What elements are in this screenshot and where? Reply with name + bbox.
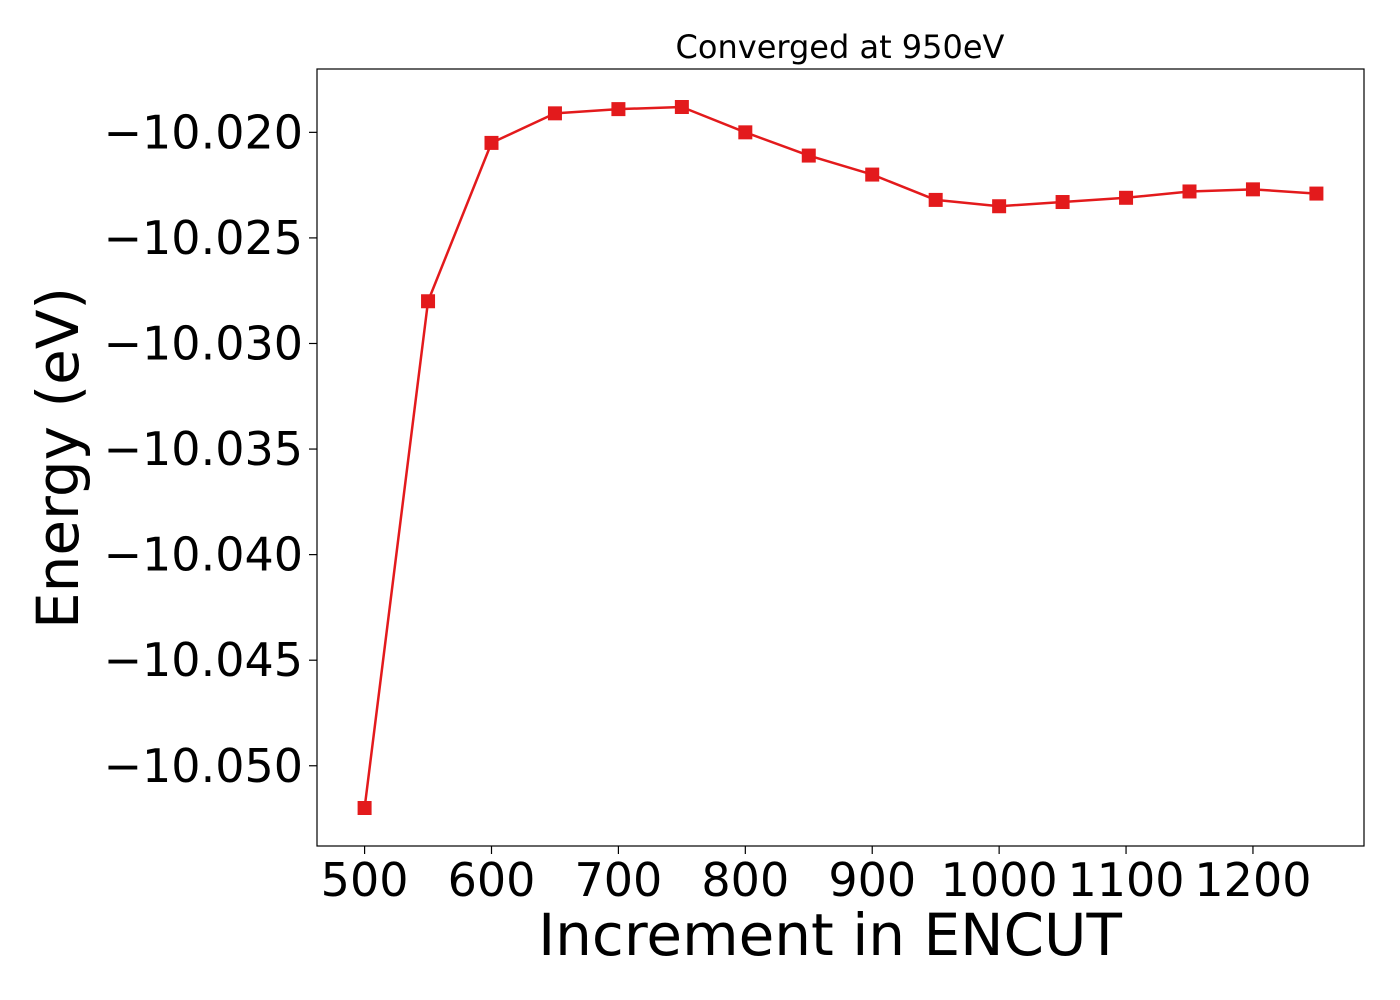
data-point-marker bbox=[1119, 190, 1134, 205]
chart-title: Converged at 950eV bbox=[676, 28, 1005, 66]
data-point-marker bbox=[992, 199, 1007, 214]
data-point-marker bbox=[928, 192, 943, 207]
x-axis-ticks: 500 600 700 800 900 1000 1100 1200 bbox=[321, 846, 1311, 907]
data-point-marker bbox=[1182, 184, 1197, 199]
data-point-marker bbox=[738, 125, 753, 140]
plot-area-frame bbox=[316, 68, 1365, 847]
y-tick-label: −10.025 bbox=[104, 211, 304, 265]
data-point-marker bbox=[865, 167, 880, 182]
y-tick-label: −10.030 bbox=[104, 316, 304, 370]
x-tick-label: 1200 bbox=[1194, 853, 1311, 907]
y-axis-ticks: −10.050 −10.045 −10.040 −10.035 −10.030 −10.0… bbox=[104, 105, 317, 793]
y-axis-label: Energy (eV) bbox=[24, 287, 92, 629]
data-point-marker bbox=[1245, 182, 1260, 197]
series-line bbox=[363, 105, 1317, 809]
data-point-marker bbox=[421, 294, 436, 309]
x-tick-label: 600 bbox=[448, 853, 536, 907]
x-tick-label: 700 bbox=[575, 853, 663, 907]
data-point-marker bbox=[357, 800, 372, 815]
x-tick-label: 800 bbox=[701, 853, 789, 907]
data-point-marker bbox=[1309, 186, 1324, 201]
y-tick-label: −10.050 bbox=[104, 739, 304, 793]
data-point-marker bbox=[801, 148, 816, 163]
data-point-marker bbox=[611, 102, 626, 117]
data-point-marker bbox=[1055, 195, 1070, 210]
x-tick-label: 500 bbox=[321, 853, 409, 907]
y-tick-label: −10.020 bbox=[104, 105, 304, 159]
y-tick-label: −10.045 bbox=[104, 633, 304, 687]
x-tick-label: 1100 bbox=[1068, 853, 1185, 907]
data-point-marker bbox=[484, 135, 499, 150]
series-layer bbox=[357, 100, 1324, 815]
data-point-marker bbox=[547, 106, 562, 121]
y-tick-label: −10.040 bbox=[104, 528, 304, 582]
x-tick-label: 1000 bbox=[941, 853, 1058, 907]
x-tick-label: 900 bbox=[828, 853, 916, 907]
y-tick-label: −10.035 bbox=[104, 422, 304, 476]
data-point-marker bbox=[674, 100, 689, 115]
x-axis-label: Increment in ENCUT bbox=[538, 901, 1122, 969]
